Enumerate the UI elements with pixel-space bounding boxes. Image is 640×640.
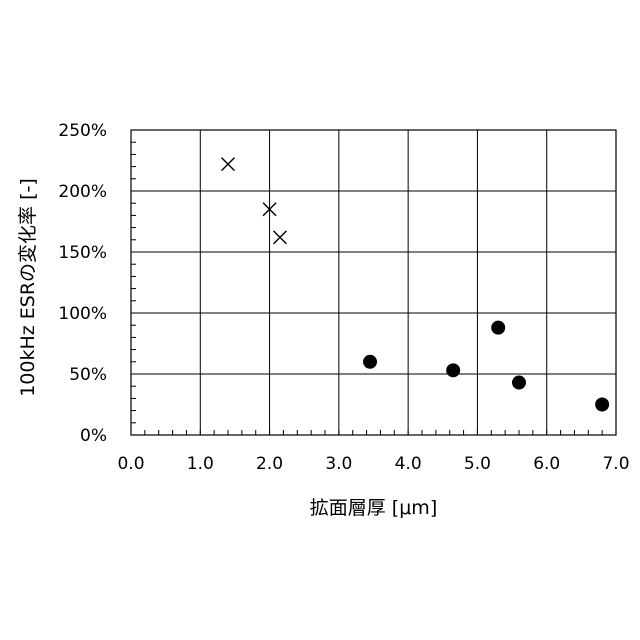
- y-axis-title: 100kHz ESRの変化率 [-]: [17, 178, 39, 397]
- x-tick-label: 3.0: [325, 454, 352, 474]
- x-tick-label: 4.0: [395, 454, 422, 474]
- x-tick-label: 1.0: [187, 454, 214, 474]
- x-tick-label: 7.0: [602, 454, 629, 474]
- y-tick-label: 200%: [58, 182, 107, 202]
- x-tick-labels: 0.0 1.0 2.0 3.0 4.0 5.0 6.0 7.0: [117, 454, 629, 474]
- cross-marker: [273, 231, 286, 244]
- y-tick-label: 50%: [69, 365, 107, 385]
- y-tick-label: 250%: [58, 121, 107, 141]
- circle-marker: [491, 321, 505, 335]
- x-tick-label: 6.0: [533, 454, 560, 474]
- circle-marker: [595, 398, 609, 412]
- x-axis-title: 拡面層厚 [μm]: [310, 497, 437, 519]
- circle-marker: [363, 355, 377, 369]
- y-tick-label: 150%: [58, 243, 107, 263]
- x-tick-label: 0.0: [117, 454, 144, 474]
- plot-area: [131, 130, 616, 435]
- y-tick-labels: 0% 50% 100% 150% 200% 250%: [58, 121, 107, 446]
- minor-ticks: [131, 130, 616, 435]
- cross-marker: [222, 158, 235, 171]
- y-tick-label: 0%: [80, 426, 107, 446]
- data-points: [222, 158, 610, 412]
- grid-lines: [131, 130, 616, 435]
- x-tick-label: 5.0: [464, 454, 491, 474]
- circle-marker: [512, 376, 526, 390]
- circle-marker: [446, 363, 460, 377]
- y-tick-label: 100%: [58, 304, 107, 324]
- x-tick-label: 2.0: [256, 454, 283, 474]
